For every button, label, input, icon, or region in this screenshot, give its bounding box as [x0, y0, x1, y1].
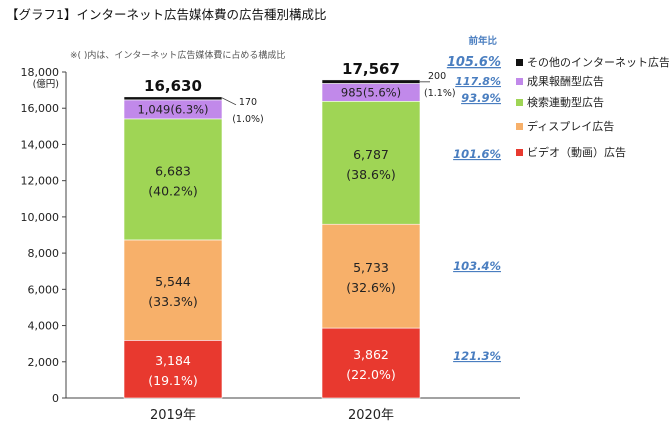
y-tick-label: 4,000 — [28, 320, 60, 333]
data-label-value: 170 — [239, 97, 257, 108]
x-tick-label: 2019年 — [150, 408, 196, 423]
yoy-value: 105.6% — [447, 55, 501, 70]
legend-swatch-search — [516, 99, 523, 106]
y-tick-label: 8,000 — [28, 247, 60, 260]
legend-swatch-other — [516, 59, 523, 66]
bar-segment-other — [123, 96, 223, 101]
legend-label-affiliate: 成果報酬型広告 — [527, 74, 604, 88]
chart-note: ※( )内は、インターネット広告媒体費に占める構成比 — [70, 51, 286, 61]
legend-swatch-display — [516, 123, 523, 130]
data-label-value: 5,733 — [353, 260, 389, 275]
data-label-value: 1,049(6.3%) — [137, 102, 208, 116]
yoy-value: 101.6% — [453, 147, 501, 161]
y-tick-label: 18,000 — [21, 66, 60, 79]
yoy-value: 117.8% — [455, 75, 501, 88]
data-label-share: (1.1%) — [424, 88, 456, 99]
legend-label-search: 検索連動型広告 — [527, 95, 604, 109]
data-label-value: 985(5.6%) — [341, 85, 401, 99]
bar-segment-other — [321, 79, 421, 84]
legend-swatch-affiliate — [516, 78, 523, 85]
y-tick-label: 14,000 — [21, 138, 60, 151]
bar-segment-video — [123, 340, 223, 399]
data-label-share: (22.0%) — [346, 367, 395, 382]
chart-title: 【グラフ1】インターネット広告媒体費の広告種別構成比 — [6, 7, 327, 22]
y-tick-label: 16,000 — [21, 102, 60, 115]
legend-label-other: その他のインターネット広告 — [527, 56, 669, 69]
x-tick-label: 2020年 — [348, 408, 394, 423]
data-label-value: 200 — [428, 71, 446, 82]
data-label-value: 6,787 — [353, 147, 389, 162]
data-label-share: (38.6%) — [346, 167, 395, 182]
y-tick-label: 6,000 — [28, 283, 60, 296]
bar-segment-search — [123, 118, 223, 241]
bar-segment-video — [321, 327, 421, 399]
y-tick-label: 10,000 — [21, 211, 60, 224]
data-label-value: 3,184 — [155, 353, 191, 368]
legend-label-display: ディスプレイ広告 — [527, 119, 614, 133]
y-axis-unit: (億円) — [33, 78, 59, 90]
yoy-value: 93.9% — [461, 91, 501, 105]
data-label-share: (33.3%) — [148, 294, 197, 309]
yoy-header: 前年比 — [468, 35, 497, 47]
data-label-share: (32.6%) — [346, 280, 395, 295]
data-label-value: 6,683 — [155, 163, 191, 178]
total-label: 16,630 — [144, 77, 202, 95]
data-label-value: 5,544 — [155, 274, 191, 289]
legend-label-video: ビデオ（動画）広告 — [527, 145, 626, 159]
y-tick-label: 0 — [52, 392, 59, 405]
yoy-value: 103.4% — [453, 259, 501, 273]
callout-leader — [221, 97, 237, 106]
data-label-value: 3,862 — [353, 347, 389, 362]
bar-segment-display — [321, 223, 421, 329]
data-label-share: (40.2%) — [148, 183, 197, 198]
legend-swatch-video — [516, 149, 523, 156]
yoy-value: 121.3% — [453, 349, 501, 363]
total-label: 17,567 — [342, 60, 400, 78]
y-tick-label: 2,000 — [28, 356, 60, 369]
y-tick-label: 12,000 — [21, 175, 60, 188]
data-label-share: (19.1%) — [148, 373, 197, 388]
bar-segment-display — [123, 239, 223, 341]
bar-segment-search — [321, 101, 421, 225]
data-label-share: (1.0%) — [232, 114, 264, 125]
